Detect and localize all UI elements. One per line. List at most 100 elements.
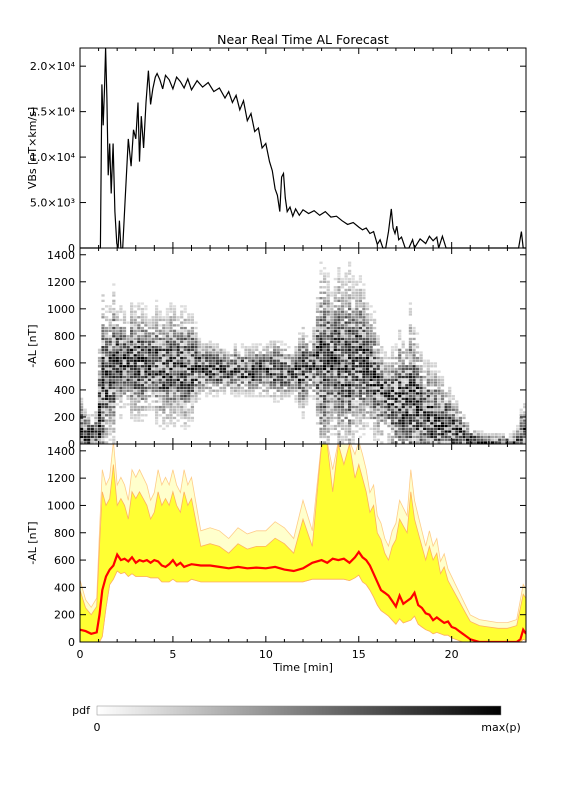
heatmap-cell — [176, 337, 180, 341]
heatmap-cell — [172, 356, 177, 360]
heatmap-cell — [280, 354, 284, 357]
heatmap-cell — [233, 343, 237, 346]
heatmap-cell — [151, 348, 155, 352]
heatmap-cell — [265, 362, 270, 365]
heatmap-cell — [194, 332, 198, 335]
heatmap-cell — [115, 335, 119, 338]
heatmap-cell — [365, 346, 370, 349]
heatmap-cell — [333, 297, 337, 300]
heatmap-cell — [108, 430, 112, 433]
heatmap-cell — [190, 332, 195, 335]
heatmap-cell — [119, 386, 123, 390]
heatmap-cell — [323, 441, 327, 444]
heatmap-cell — [430, 400, 434, 403]
heatmap-cell — [108, 438, 112, 441]
heatmap-cell — [197, 375, 202, 379]
heatmap-cell — [408, 416, 413, 420]
heatmap-cell — [190, 378, 195, 382]
heatmap-cell — [323, 291, 327, 294]
heatmap-cell — [405, 367, 409, 371]
heatmap-cell — [265, 365, 270, 368]
heatmap-cell — [355, 302, 359, 305]
heatmap-cell — [387, 378, 391, 382]
heatmap-cell — [423, 438, 427, 441]
heatmap-cell — [176, 392, 180, 395]
heatmap-cell — [365, 422, 370, 425]
heatmap-cell — [333, 400, 337, 403]
al-confidence-band — [80, 444, 526, 642]
heatmap-cell — [358, 291, 363, 294]
heatmap-cell — [190, 386, 195, 390]
heatmap-cell — [183, 373, 187, 376]
heatmap-cell — [405, 411, 409, 414]
heatmap-cell — [358, 367, 363, 371]
heatmap-cell — [323, 403, 327, 406]
heatmap-cell — [305, 359, 309, 362]
heatmap-cell — [358, 332, 363, 335]
heatmap-cell — [119, 346, 123, 349]
heatmap-cell — [301, 351, 305, 354]
heatmap-cell — [151, 373, 155, 376]
heatmap-cell — [351, 321, 355, 324]
heatmap-cell — [365, 405, 370, 409]
heatmap-cell — [251, 356, 255, 360]
heatmap-cell — [348, 430, 352, 433]
heatmap-cell — [451, 408, 455, 411]
heatmap-cell — [237, 375, 241, 379]
heatmap-cell — [362, 422, 366, 425]
heatmap-cell — [323, 337, 327, 341]
heatmap-cell — [155, 348, 159, 352]
heatmap-cell — [415, 408, 420, 411]
heatmap-cell — [326, 335, 330, 338]
heatmap-cell — [140, 367, 145, 371]
heatmap-cell — [312, 351, 316, 354]
heatmap-cell — [330, 356, 334, 360]
heatmap-cell — [344, 430, 348, 433]
heatmap-cell — [362, 365, 366, 368]
heatmap-cell — [415, 384, 420, 387]
heatmap-cell — [344, 386, 348, 390]
heatmap-cell — [337, 346, 341, 349]
heatmap-cell — [344, 313, 348, 316]
heatmap-cell — [340, 397, 345, 401]
heatmap-cell — [326, 400, 330, 403]
heatmap-cell — [337, 337, 341, 341]
heatmap-cell — [415, 359, 420, 362]
y-tick-label: 0 — [68, 636, 75, 649]
heatmap-cell — [426, 438, 430, 441]
heatmap-cell — [340, 419, 345, 422]
heatmap-cell — [398, 378, 402, 382]
heatmap-cell — [94, 441, 98, 444]
heatmap-cell — [401, 419, 405, 422]
heatmap-cell — [262, 381, 266, 384]
heatmap-cell — [122, 386, 127, 390]
heatmap-cell — [190, 340, 195, 343]
heatmap-cell — [101, 392, 105, 395]
heatmap-cell — [498, 433, 502, 436]
heatmap-cell — [265, 386, 270, 390]
heatmap-cell — [222, 351, 227, 354]
heatmap-cell — [97, 424, 102, 428]
heatmap-cell — [144, 346, 148, 349]
heatmap-cell — [387, 424, 391, 428]
heatmap-cell — [119, 359, 123, 362]
heatmap-cell — [444, 424, 448, 428]
heatmap-cell — [162, 405, 166, 409]
x-tick-label: 5 — [169, 648, 176, 661]
heatmap-cell — [144, 405, 148, 409]
heatmap-cell — [337, 340, 341, 343]
heatmap-cell — [394, 386, 398, 390]
heatmap-cell — [305, 384, 309, 387]
heatmap-cell — [172, 329, 177, 333]
heatmap-cell — [197, 365, 202, 368]
heatmap-cell — [455, 411, 459, 414]
heatmap-cell — [444, 441, 448, 444]
heatmap-cell — [108, 381, 112, 384]
heatmap-cell — [348, 424, 352, 428]
heatmap-cell — [194, 392, 198, 395]
heatmap-cell — [126, 375, 130, 379]
heatmap-cell — [387, 356, 391, 360]
heatmap-cell — [344, 324, 348, 327]
heatmap-cell — [194, 367, 198, 371]
heatmap-cell — [144, 329, 148, 333]
